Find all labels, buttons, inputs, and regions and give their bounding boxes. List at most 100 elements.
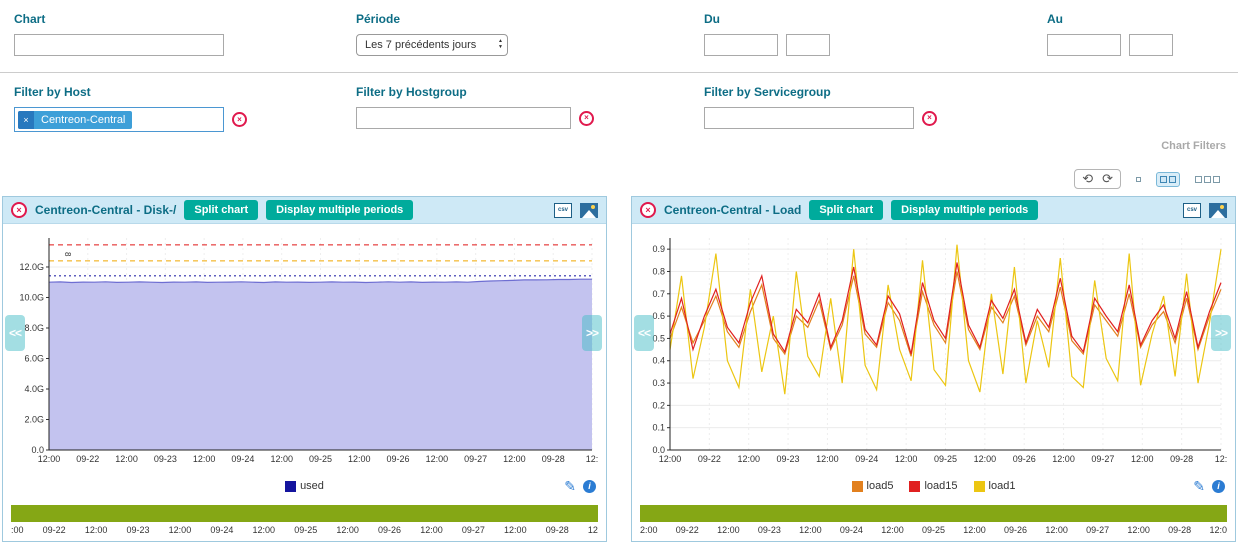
brush-tick-label: 12:00 — [84, 525, 108, 535]
legend-item[interactable]: used — [285, 480, 324, 492]
load-chart-area: 12:00 09-22 12:00 09-23 12:00 09-24 12:00 09-25… — [632, 224, 1235, 466]
svg-text:09-28: 09-28 — [542, 454, 565, 464]
legend-item[interactable]: load5 — [851, 480, 893, 492]
brush-tick-label: 12:00 — [963, 525, 986, 535]
clear-host-filter-icon[interactable]: × — [232, 112, 247, 127]
brush-tick-label: 12:00 — [336, 525, 359, 535]
svg-text:0.0: 0.0 — [652, 445, 665, 455]
display-multiple-periods-button[interactable]: Display multiple periods — [266, 200, 414, 220]
brush-tick-label: 09-27 — [1086, 525, 1110, 535]
chart-filter-input[interactable] — [14, 34, 224, 56]
du-date-input[interactable] — [704, 34, 778, 56]
three-column-view-icon[interactable] — [1191, 172, 1224, 187]
svg-text:09-22: 09-22 — [76, 454, 99, 464]
host-filter-field: Filter by Host × Centreon-Central × — [14, 85, 356, 132]
load-chart-title: Centreon-Central - Load — [664, 203, 802, 217]
filter-row-top: Chart Période Les 7 précédents jours ▲ ▼ … — [0, 0, 1238, 72]
brush-tick-label: 09-28 — [1168, 525, 1192, 535]
load-average-chart[interactable]: 12:00 09-22 12:00 09-23 12:00 09-24 12:00 09-25… — [632, 228, 1231, 466]
periode-select[interactable]: Les 7 précédents jours ▲ ▼ — [356, 34, 508, 56]
split-chart-button[interactable]: Split chart — [809, 200, 884, 220]
servicegroup-filter-label: Filter by Servicegroup — [704, 85, 831, 99]
charts-grid: × Centreon-Central - Disk-/ Split chart … — [0, 196, 1238, 542]
timeline-brush-labels: :00 09-22 12:00 09-23 12:00 09-24 12:00 09-25 12… — [11, 525, 598, 535]
timeline-brush[interactable] — [640, 505, 1227, 522]
brush-tick-label: :00 — [11, 525, 24, 535]
svg-text:09-26: 09-26 — [1013, 454, 1036, 464]
svg-text:12:00: 12:00 — [1131, 454, 1154, 464]
edit-chart-icon[interactable]: ✎ — [1193, 478, 1205, 494]
brush-tick-label: 09-25 — [294, 525, 318, 535]
svg-text:0.8: 0.8 — [652, 266, 665, 276]
export-csv-icon[interactable]: csv — [554, 202, 572, 218]
brush-tick-label: 12:00 — [420, 525, 443, 535]
timeline-brush[interactable] — [11, 505, 598, 522]
svg-text:2.0G: 2.0G — [24, 414, 44, 424]
svg-text:0.3: 0.3 — [652, 378, 665, 388]
svg-text:10.0G: 10.0G — [19, 292, 44, 302]
host-filter-input[interactable]: × Centreon-Central — [14, 107, 224, 132]
disk-chart-area: 12:00 09-22 12:00 09-23 12:00 09-24 12:00 09-25… — [3, 224, 606, 466]
scroll-left-button[interactable]: << — [5, 314, 25, 351]
clear-hostgroup-filter-icon[interactable]: × — [579, 110, 594, 126]
load-panel-header: × Centreon-Central - Load Split chart Di… — [632, 197, 1235, 224]
svg-text:09-25: 09-25 — [934, 454, 957, 464]
export-csv-icon[interactable]: csv — [1183, 202, 1201, 218]
edit-chart-icon[interactable]: ✎ — [564, 478, 576, 494]
svg-text:8.0G: 8.0G — [24, 323, 44, 333]
svg-text:12:: 12: — [1215, 454, 1228, 464]
filter-divider — [0, 72, 1238, 73]
servicegroup-filter-input[interactable] — [704, 107, 914, 129]
svg-text:09-27: 09-27 — [464, 454, 487, 464]
chart-filter-field: Chart — [14, 12, 356, 56]
legend-swatch — [973, 480, 985, 492]
hostgroup-filter-input[interactable] — [356, 107, 571, 129]
brush-tick-label: 12:00 — [1127, 525, 1150, 535]
periode-field: Période Les 7 précédents jours ▲ ▼ — [356, 12, 704, 56]
two-column-view-icon[interactable] — [1156, 171, 1180, 187]
export-image-icon[interactable] — [580, 202, 598, 218]
servicegroup-filter-field: Filter by Servicegroup × — [704, 85, 1047, 132]
au-date-input[interactable] — [1047, 34, 1121, 56]
chart-info-icon[interactable]: i — [583, 479, 596, 493]
disk-panel-header: × Centreon-Central - Disk-/ Split chart … — [3, 197, 606, 224]
svg-text:09-27: 09-27 — [1091, 454, 1114, 464]
au-time-input[interactable] — [1129, 34, 1173, 56]
load-legend: load5 load15 load1 — [851, 480, 1015, 492]
du-field: Du — [704, 12, 1047, 56]
refresh-icon[interactable]: ⟲ — [1082, 171, 1094, 186]
disk-usage-chart[interactable]: 12:00 09-22 12:00 09-23 12:00 09-24 12:00 09-25… — [3, 228, 602, 466]
svg-text:09-28: 09-28 — [1170, 454, 1193, 464]
legend-item[interactable]: load15 — [909, 480, 958, 492]
chart-filters-section: Chart Période Les 7 précédents jours ▲ ▼ … — [0, 0, 1238, 152]
legend-item[interactable]: load1 — [973, 480, 1015, 492]
chart-info-icon[interactable]: i — [1212, 479, 1225, 493]
brush-tick-label: 09-22 — [675, 525, 699, 535]
clear-servicegroup-filter-icon[interactable]: × — [922, 110, 937, 126]
chart-panel-load: × Centreon-Central - Load Split chart Di… — [631, 196, 1236, 542]
split-chart-button[interactable]: Split chart — [184, 200, 259, 220]
one-column-view-icon[interactable] — [1132, 173, 1145, 186]
display-multiple-periods-button[interactable]: Display multiple periods — [891, 200, 1039, 220]
svg-text:12.0G: 12.0G — [19, 262, 44, 272]
auto-refresh-icon[interactable]: ⟳ — [1102, 171, 1113, 186]
scroll-right-button[interactable]: >> — [582, 314, 602, 351]
svg-text:0.0: 0.0 — [31, 445, 44, 455]
svg-text:12:00: 12:00 — [115, 454, 138, 464]
load-legend-row: load5 load15 load1 ✎ i — [632, 476, 1235, 496]
hostgroup-filter-field: Filter by Hostgroup × — [356, 85, 704, 132]
chip-remove-icon[interactable]: × — [18, 110, 34, 129]
remove-disk-chart-icon[interactable]: × — [11, 202, 27, 218]
brush-tick-label: 09-27 — [461, 525, 485, 535]
filter-row-bottom: Filter by Host × Centreon-Central × Filt… — [0, 73, 1238, 132]
brush-tick-label: 12:0 — [1209, 525, 1227, 535]
brush-tick-label: 09-23 — [126, 525, 150, 535]
chart-filters-caption: Chart Filters — [1161, 140, 1226, 152]
remove-load-chart-icon[interactable]: × — [640, 202, 656, 218]
legend-swatch — [285, 480, 297, 492]
brush-tick-label: 09-24 — [839, 525, 863, 535]
scroll-left-button[interactable]: << — [634, 314, 654, 351]
export-image-icon[interactable] — [1209, 202, 1227, 218]
scroll-right-button[interactable]: >> — [1211, 314, 1231, 351]
du-time-input[interactable] — [786, 34, 830, 56]
